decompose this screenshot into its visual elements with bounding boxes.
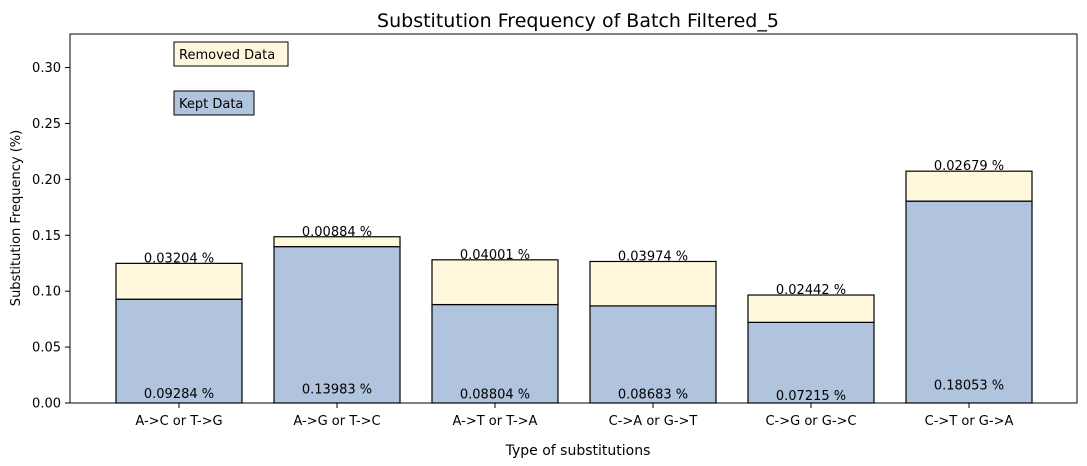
kept-data-label: 0.18053 % xyxy=(934,379,1004,394)
bar-removed-data xyxy=(273,236,401,248)
legend-box-removed-data xyxy=(173,41,289,67)
bar-removed-data xyxy=(905,170,1033,202)
removed-data-label: 0.02442 % xyxy=(776,283,846,298)
y-tick-label: 0.30 xyxy=(32,61,61,76)
x-tick-label: A->G or T->C xyxy=(293,414,380,429)
bar-kept-data xyxy=(431,303,559,404)
bar-removed-data xyxy=(115,262,243,300)
legend-box-kept-data xyxy=(173,90,255,116)
y-tick-label: 0.25 xyxy=(32,117,61,132)
kept-data-label: 0.07215 % xyxy=(776,389,846,404)
kept-data-label: 0.13983 % xyxy=(302,382,372,397)
kept-data-label: 0.08683 % xyxy=(618,388,688,403)
legend-label-removed-data: Removed Data xyxy=(179,48,275,63)
y-tick-label: 0.10 xyxy=(32,285,61,300)
x-tick-label: C->G or G->C xyxy=(765,414,856,429)
bar-kept-data xyxy=(905,200,1033,404)
kept-data-label: 0.08804 % xyxy=(460,387,530,402)
y-tick-label: 0.15 xyxy=(32,229,61,244)
x-tick-label: C->A or G->T xyxy=(609,414,698,429)
x-tick-label: A->T or T->A xyxy=(453,414,538,429)
bar-removed-data xyxy=(431,259,559,306)
legend-label-kept-data: Kept Data xyxy=(179,97,243,112)
bar-kept-data xyxy=(747,321,875,404)
plot-frame xyxy=(69,33,1078,404)
removed-data-label: 0.00884 % xyxy=(302,225,372,240)
y-tick-label: 0.00 xyxy=(32,397,61,412)
bar-kept-data xyxy=(273,246,401,404)
bar-removed-data xyxy=(747,294,875,323)
bar-removed-data xyxy=(589,260,717,307)
y-axis-label: Substitution Frequency (%) xyxy=(9,130,24,306)
x-tick-label: C->T or G->A xyxy=(925,414,1014,429)
kept-data-label: 0.09284 % xyxy=(144,387,214,402)
removed-data-label: 0.03974 % xyxy=(618,249,688,264)
y-tick-label: 0.05 xyxy=(32,341,61,356)
y-tick-label: 0.20 xyxy=(32,173,61,188)
chart-title: Substitution Frequency of Batch Filtered… xyxy=(377,10,779,32)
removed-data-label: 0.03204 % xyxy=(144,251,214,266)
x-axis-label: Type of substitutions xyxy=(505,443,651,459)
x-tick-label: A->C or T->G xyxy=(135,414,222,429)
removed-data-label: 0.04001 % xyxy=(460,248,530,263)
removed-data-label: 0.02679 % xyxy=(934,159,1004,174)
